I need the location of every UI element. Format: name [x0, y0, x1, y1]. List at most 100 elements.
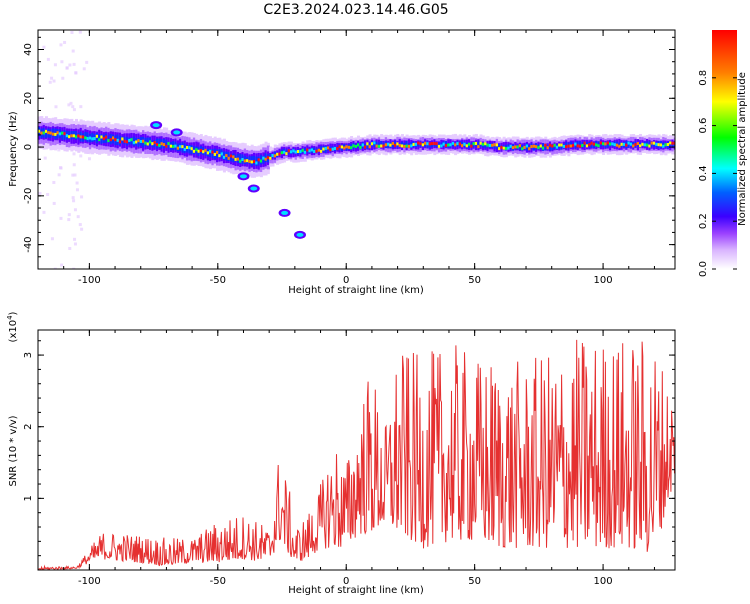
heatmap-core: [296, 149, 300, 153]
heatmap-core: [266, 156, 270, 160]
heatmap-cell: [604, 143, 608, 149]
heatmap-cell: [477, 141, 481, 148]
heatmap-cell: [229, 154, 233, 162]
heatmap-core: [470, 144, 473, 148]
heatmap-cell: [671, 143, 675, 148]
scale-note-exp: 4: [6, 315, 14, 320]
heatmap-core: [303, 150, 307, 154]
heatmap-core: [257, 158, 261, 162]
heatmap-core: [615, 143, 619, 147]
heatmap-cell: [532, 145, 536, 151]
heatmap-cell: [84, 131, 88, 141]
heatmap-core: [456, 142, 459, 146]
heatmap-core: [613, 143, 617, 147]
heatmap-core: [655, 142, 658, 146]
heatmap-speck: [73, 208, 77, 212]
heatmap-core: [465, 144, 469, 148]
heatmap-core: [673, 141, 675, 145]
heatmap-core: [516, 145, 520, 149]
heatmap-core: [236, 157, 240, 161]
heatmap-core: [484, 142, 487, 146]
heatmap-core: [313, 149, 316, 153]
heatmap-core: [611, 142, 614, 146]
heatmap-core: [585, 144, 589, 148]
heatmap-speck: [80, 227, 84, 231]
heatmap-speck: [78, 223, 82, 227]
heatmap-core: [405, 144, 409, 148]
heatmap-speck: [60, 263, 64, 267]
spectrogram-y-ticks: -40 -20 0 20 40: [23, 36, 675, 270]
heatmap-cell: [264, 153, 268, 163]
heatmap-cell: [407, 143, 411, 146]
heatmap-cell: [95, 132, 99, 144]
heatmap-core: [269, 156, 272, 160]
heatmap-speck: [52, 180, 56, 184]
heatmap-speck: [78, 30, 82, 34]
heatmap-core: [528, 147, 531, 151]
spectrogram-x-tick-label: 0: [343, 275, 349, 286]
heatmap-speck: [38, 191, 42, 195]
heatmap-cell: [165, 139, 169, 149]
heatmap-speck: [72, 62, 76, 66]
heatmap-cell: [188, 145, 192, 154]
colorbar-tick-label: 0.0: [698, 261, 709, 277]
heatmap-core: [403, 144, 406, 148]
heatmap-core: [368, 145, 372, 149]
heatmap-core: [354, 144, 358, 148]
heatmap-core: [153, 140, 157, 144]
heatmap-core: [562, 144, 566, 148]
heatmap-core: [373, 141, 376, 145]
heatmap-core: [414, 142, 418, 146]
heatmap-core: [400, 144, 404, 148]
heatmap-core: [565, 145, 568, 149]
snr-x-tick-label: -50: [210, 576, 226, 587]
heatmap-cell: [107, 135, 111, 143]
heatmap-core: [380, 144, 383, 148]
colorbar-tick-label: 0.2: [698, 213, 709, 229]
heatmap-core: [426, 142, 429, 146]
heatmap-cell: [366, 142, 370, 149]
snr-y-axis-label: SNR (10 * v/v): [8, 415, 19, 486]
heatmap-core: [669, 141, 672, 145]
heatmap-speck: [60, 60, 64, 64]
heatmap-branch-core: [152, 123, 160, 128]
heatmap-core: [306, 148, 309, 152]
heatmap-core: [444, 144, 448, 148]
snr-y-ticks: 1 2 3: [23, 340, 675, 557]
heatmap-speck: [70, 30, 74, 34]
heatmap-core: [324, 146, 328, 150]
heatmap-core: [72, 134, 76, 138]
heatmap-core: [588, 143, 591, 147]
heatmap-core: [246, 159, 249, 163]
spectrogram-y-tick-label: 40: [23, 43, 34, 56]
heatmap-core: [590, 141, 593, 145]
heatmap-cell: [405, 140, 409, 148]
heatmap-core: [454, 143, 457, 147]
heatmap-core: [548, 143, 552, 147]
heatmap-speck: [42, 210, 46, 214]
heatmap-branch-core: [281, 210, 289, 215]
heatmap-core: [118, 140, 122, 144]
heatmap-core: [202, 150, 205, 154]
spectrogram-panel: -100 -50 0 50 100 -40 -20 0 20 40 Height of stra…: [8, 29, 676, 296]
heatmap-core: [518, 144, 522, 148]
heatmap-core: [500, 145, 503, 149]
heatmap-core: [352, 144, 355, 148]
heatmap-speck: [71, 105, 75, 109]
heatmap-speck: [73, 242, 77, 246]
heatmap-cell: [137, 138, 141, 148]
heatmap-core: [581, 143, 584, 147]
heatmap-speck: [73, 237, 77, 241]
heatmap-core: [641, 142, 644, 146]
heatmap-core: [111, 136, 115, 140]
heatmap-core: [671, 141, 674, 145]
heatmap-speck: [50, 237, 54, 241]
heatmap-core: [128, 138, 131, 142]
heatmap-core: [179, 145, 182, 149]
heatmap-speck: [72, 267, 76, 269]
heatmap-core: [391, 141, 395, 145]
heatmap-speck: [79, 105, 83, 109]
heatmap-core: [333, 146, 337, 150]
heatmap-cell: [391, 142, 395, 148]
heatmap-speck: [72, 108, 76, 112]
